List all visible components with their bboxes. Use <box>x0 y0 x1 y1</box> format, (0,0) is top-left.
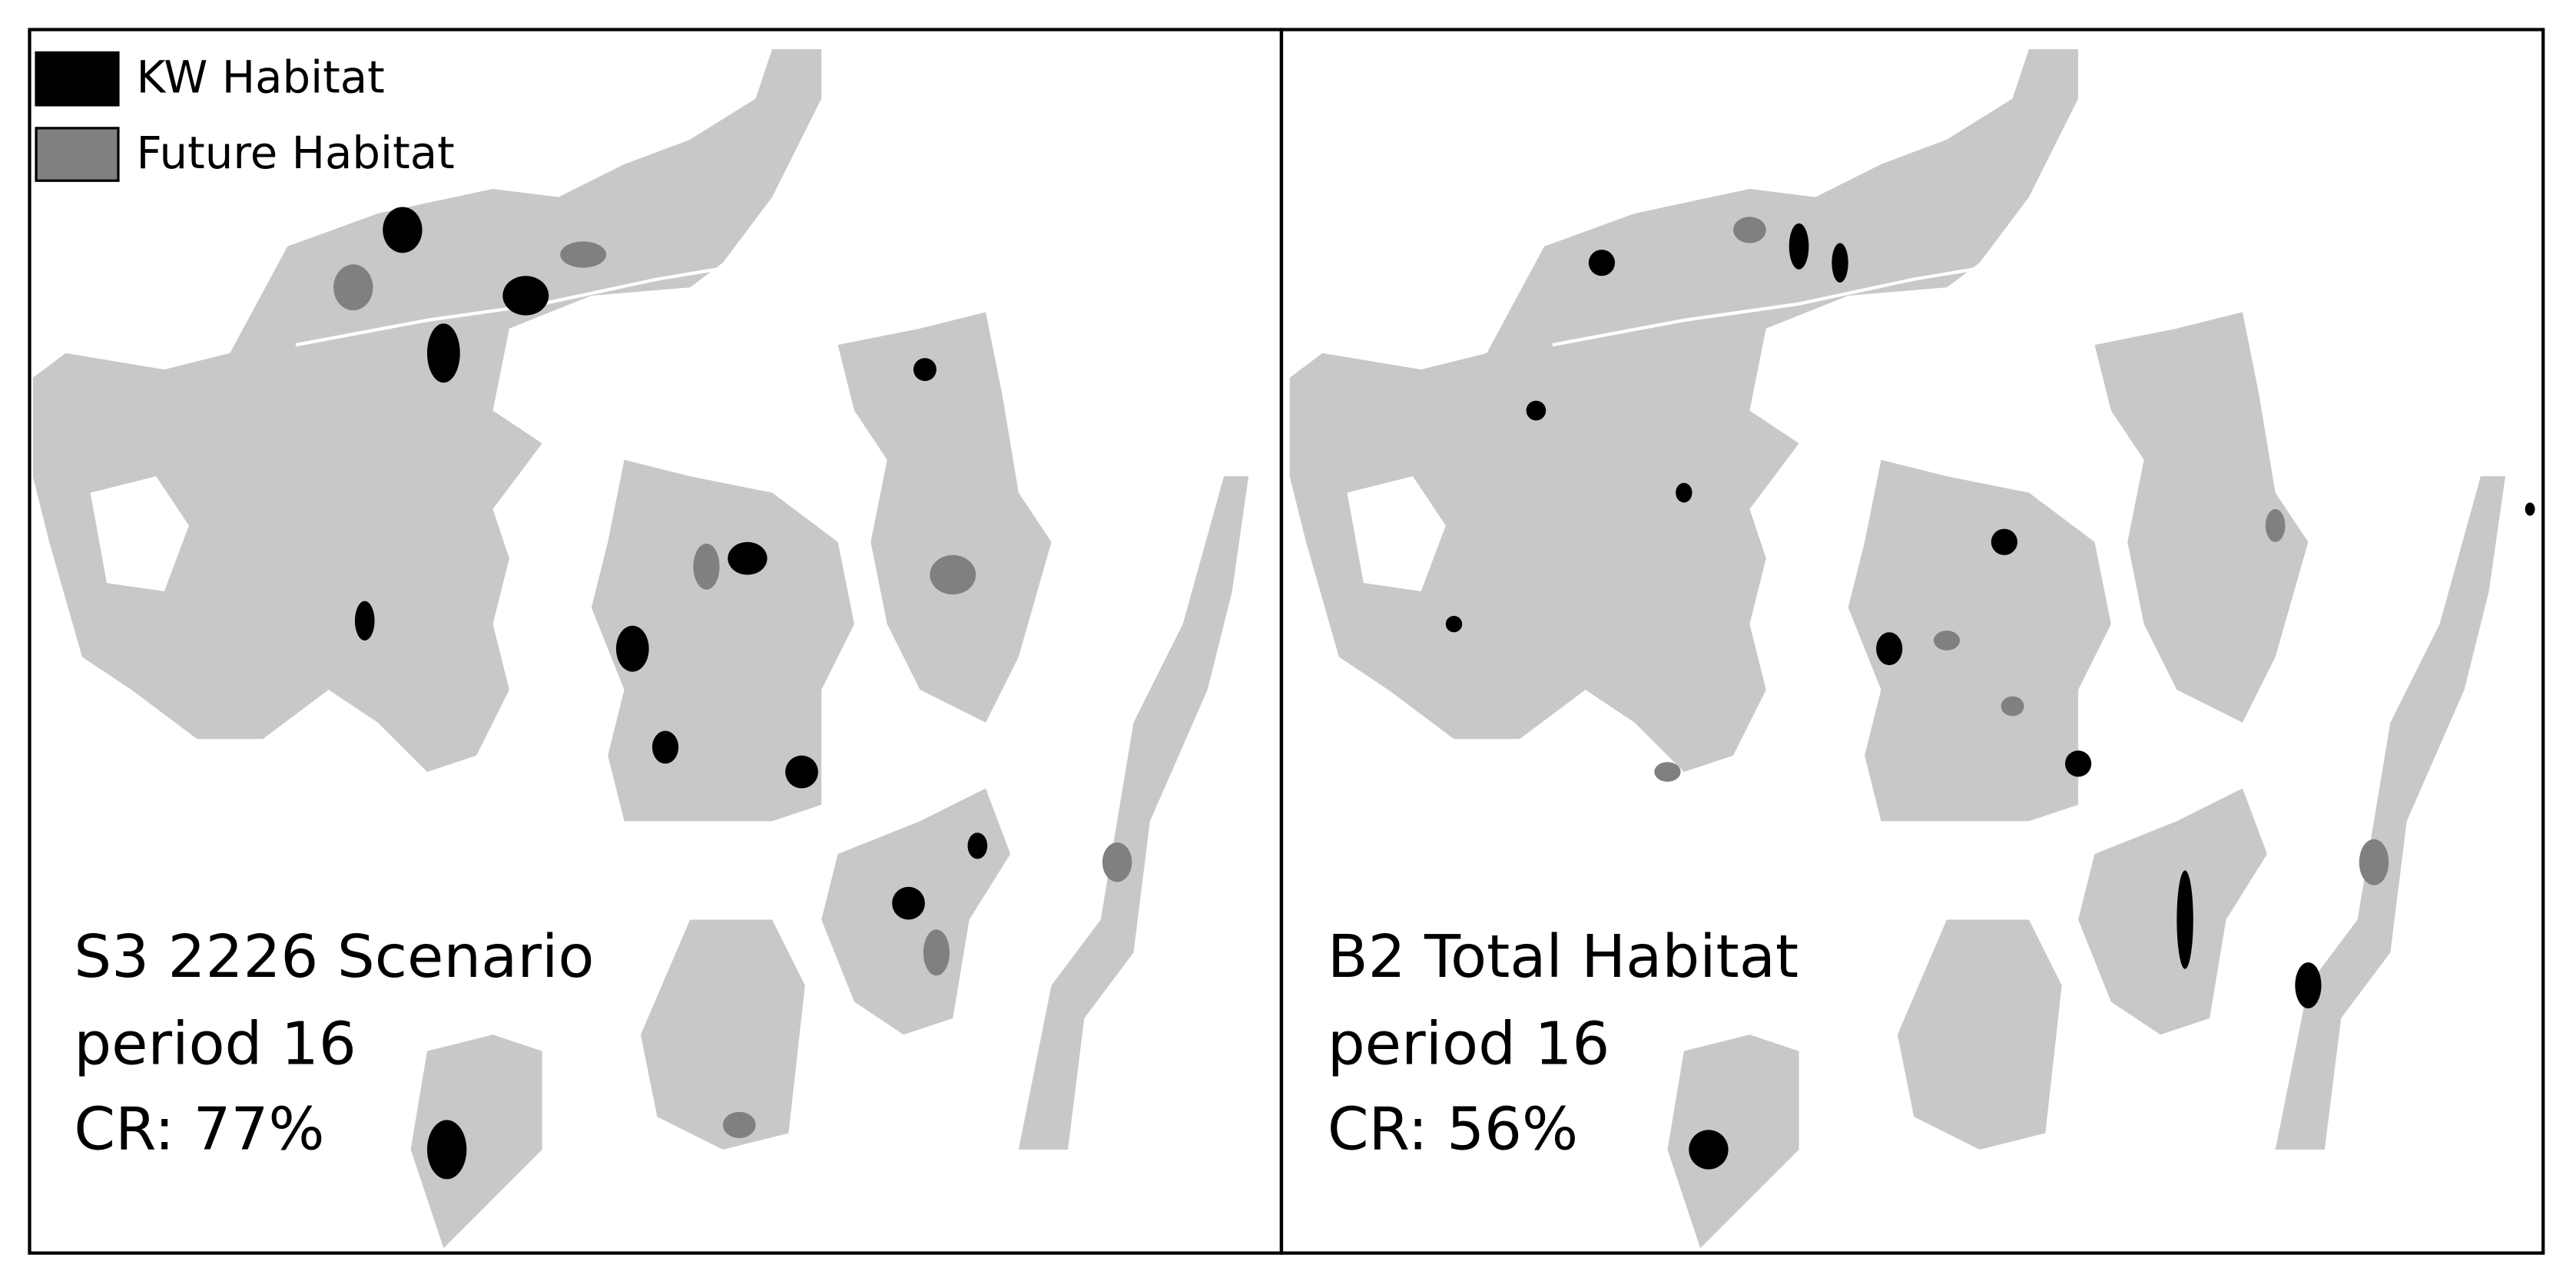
future-patch <box>560 241 607 268</box>
future-patch <box>2001 696 2024 717</box>
kw-patch <box>426 323 460 383</box>
panel-title: S3 2226 Scenario <box>74 923 594 991</box>
kw-patch <box>615 625 649 672</box>
panel-period: period 16 <box>1328 1010 1610 1078</box>
panel-cr: CR: 56% <box>1328 1096 1578 1164</box>
legend-label: KW Habitat <box>136 51 384 103</box>
kw-patch <box>1445 615 1463 633</box>
kw-patch <box>502 276 549 316</box>
future-patch <box>1654 762 1681 782</box>
panel-frame <box>1279 28 2545 1255</box>
kw-patch <box>913 358 937 382</box>
habitat-patches <box>333 207 1132 1180</box>
future-patch <box>930 554 976 595</box>
kw-patch <box>2295 962 2322 1008</box>
future-patch <box>693 543 720 590</box>
legend-swatch <box>35 51 120 107</box>
panel-left: S3 2226 Scenario period 16 CR: 77% <box>28 28 1284 1255</box>
kw-patch <box>728 541 767 575</box>
kw-patch <box>2525 502 2535 516</box>
kw-patch <box>2064 750 2092 777</box>
kw-patch <box>1876 632 1903 666</box>
future-patch <box>722 1111 756 1138</box>
legend-label: Future Habitat <box>136 127 454 179</box>
future-patch <box>1933 631 1961 650</box>
kw-patch <box>426 1120 467 1180</box>
panel-cr: CR: 77% <box>74 1096 324 1164</box>
kw-patch <box>2177 870 2193 969</box>
legend-swatch <box>35 127 120 182</box>
kw-patch <box>383 207 423 253</box>
kw-patch <box>892 886 925 920</box>
kw-patch <box>1588 250 1616 276</box>
future-patch <box>1733 217 1766 243</box>
future-patch <box>1102 842 1132 882</box>
kw-patch <box>785 755 818 789</box>
future-patch <box>2265 508 2286 542</box>
future-patch <box>2359 839 2389 885</box>
kw-patch <box>1676 482 1692 503</box>
future-patch <box>923 929 950 976</box>
kw-patch <box>1526 400 1547 421</box>
kw-patch <box>1789 223 1809 270</box>
future-patch <box>333 264 373 311</box>
kw-patch <box>651 730 679 764</box>
kw-patch <box>1991 528 2017 555</box>
panel-title: B2 Total Habitat <box>1328 923 1799 991</box>
legend: KW Habitat Future Habitat <box>35 51 455 182</box>
habitat-patches <box>1445 217 2535 1170</box>
kw-patch <box>1689 1130 1729 1170</box>
panel-right: B2 Total Habitat period 16 CR: 56% <box>1279 28 2545 1255</box>
panel-period: period 16 <box>74 1010 356 1078</box>
kw-patch <box>354 601 375 640</box>
kw-patch <box>1832 243 1848 283</box>
kw-patch <box>967 832 988 859</box>
